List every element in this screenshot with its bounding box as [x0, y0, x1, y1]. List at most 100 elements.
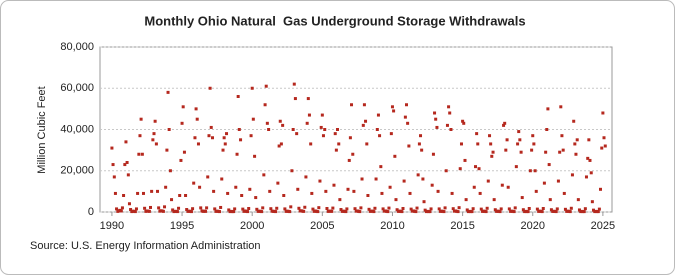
data-point — [365, 142, 369, 146]
data-point — [276, 181, 280, 185]
data-point — [260, 210, 264, 214]
data-point — [348, 136, 352, 140]
data-point — [575, 138, 579, 142]
data-point — [324, 189, 328, 193]
data-point — [596, 210, 600, 214]
data-point — [291, 128, 295, 131]
data-point — [295, 132, 299, 136]
data-point — [218, 210, 222, 214]
data-point — [196, 142, 200, 146]
data-point — [320, 113, 324, 117]
data-point — [233, 207, 237, 211]
data-point — [261, 206, 265, 210]
data-point — [223, 142, 227, 146]
data-point — [248, 187, 252, 191]
data-point — [430, 183, 434, 187]
data-point — [475, 132, 479, 136]
data-point — [532, 142, 536, 146]
data-point — [500, 183, 504, 187]
data-point — [227, 208, 231, 212]
data-point — [449, 128, 453, 131]
data-point — [347, 158, 351, 162]
data-point — [415, 206, 419, 210]
data-point — [332, 183, 336, 187]
data-point — [268, 189, 272, 193]
data-point — [181, 105, 185, 109]
data-point — [603, 144, 607, 148]
data-point — [232, 210, 236, 214]
data-point — [576, 198, 580, 202]
data-point — [490, 154, 494, 158]
data-point — [151, 138, 155, 142]
data-point — [253, 154, 257, 158]
data-point — [544, 150, 548, 154]
data-point — [225, 132, 229, 136]
y-axis-label: Million Cubic Feet — [36, 86, 48, 173]
data-point — [436, 189, 440, 193]
data-point — [304, 175, 308, 179]
y-tick-label: 40,000 — [60, 123, 94, 135]
data-point — [479, 207, 483, 211]
data-point — [459, 142, 463, 146]
data-point — [471, 207, 475, 211]
data-point — [193, 136, 197, 140]
data-point — [477, 167, 481, 171]
data-point — [234, 185, 238, 189]
data-point — [123, 163, 127, 167]
data-point — [367, 207, 371, 211]
data-point — [152, 132, 156, 136]
data-point — [504, 148, 508, 152]
data-point — [386, 210, 390, 214]
data-point — [170, 198, 174, 202]
data-point — [262, 173, 266, 177]
data-point — [401, 206, 405, 210]
data-point — [351, 152, 355, 156]
data-point — [574, 152, 578, 156]
data-point — [389, 132, 393, 136]
x-tick-label: 1995 — [170, 220, 194, 232]
data-point — [319, 125, 323, 129]
data-point — [516, 142, 520, 146]
y-tick-label: 0 — [88, 206, 94, 218]
data-point — [400, 210, 404, 214]
data-point — [560, 134, 564, 138]
data-point — [119, 209, 123, 213]
data-point — [249, 134, 253, 138]
data-point — [375, 128, 379, 131]
data-point — [166, 90, 170, 94]
data-point — [310, 191, 314, 195]
chart-title: Monthly Ohio Natural Gas Underground Sto… — [144, 13, 525, 28]
data-point — [394, 198, 398, 202]
data-point — [194, 107, 198, 111]
data-point — [548, 198, 552, 202]
x-tick-label: 1990 — [100, 220, 124, 232]
data-point — [239, 138, 243, 142]
data-point — [528, 169, 532, 173]
data-point — [414, 210, 418, 214]
data-point — [321, 134, 325, 138]
data-point — [263, 103, 267, 107]
data-point — [586, 156, 590, 160]
data-point — [212, 189, 216, 193]
data-point — [492, 198, 496, 202]
data-point — [392, 109, 396, 113]
data-point — [372, 210, 376, 214]
data-point — [185, 208, 189, 212]
data-point — [167, 128, 171, 131]
data-point — [297, 206, 301, 210]
data-point — [112, 175, 116, 179]
data-point — [395, 208, 399, 212]
data-point — [292, 82, 296, 86]
data-point — [590, 200, 594, 204]
data-point — [403, 115, 407, 119]
data-point — [521, 208, 525, 212]
data-point — [161, 209, 165, 213]
data-point — [338, 198, 342, 202]
y-tick-label: 80,000 — [60, 41, 94, 53]
data-point — [154, 142, 158, 146]
data-point — [435, 125, 439, 129]
data-point — [422, 200, 426, 204]
data-point — [443, 206, 447, 210]
data-point — [546, 107, 550, 111]
data-point — [346, 187, 350, 191]
